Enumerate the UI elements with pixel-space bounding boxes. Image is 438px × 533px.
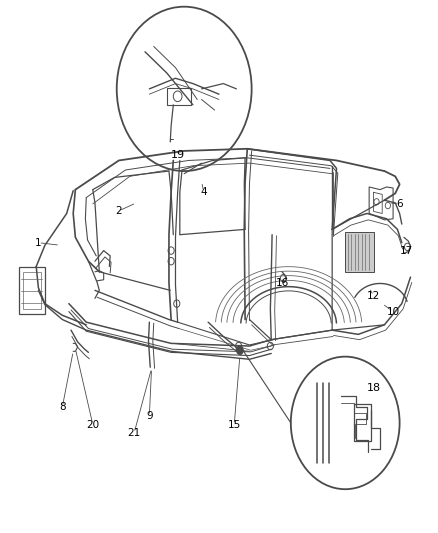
FancyBboxPatch shape bbox=[167, 88, 191, 105]
FancyBboxPatch shape bbox=[345, 232, 374, 272]
Text: 20: 20 bbox=[86, 419, 99, 430]
Text: 6: 6 bbox=[396, 199, 403, 209]
Text: 1: 1 bbox=[35, 238, 42, 248]
Text: 10: 10 bbox=[386, 306, 399, 317]
Text: 18: 18 bbox=[367, 383, 381, 393]
Text: 17: 17 bbox=[399, 246, 413, 256]
Text: 16: 16 bbox=[276, 278, 289, 288]
Text: 12: 12 bbox=[367, 290, 380, 301]
Polygon shape bbox=[369, 187, 393, 220]
Text: 15: 15 bbox=[228, 419, 241, 430]
Text: 4: 4 bbox=[201, 187, 207, 197]
Text: 19: 19 bbox=[170, 150, 185, 160]
Text: 21: 21 bbox=[127, 428, 141, 438]
Circle shape bbox=[236, 345, 244, 355]
Text: 8: 8 bbox=[59, 402, 66, 412]
Text: 9: 9 bbox=[146, 411, 153, 421]
Text: 2: 2 bbox=[116, 206, 122, 216]
FancyBboxPatch shape bbox=[19, 266, 45, 314]
